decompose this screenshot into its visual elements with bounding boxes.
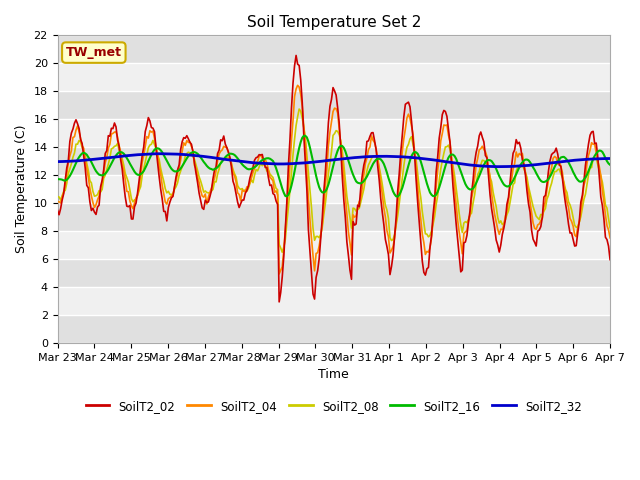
SoilT2_32 (494, 164, 502, 169)
SoilT2_16 (295, 145, 303, 151)
Bar (58, 147, 610, 175)
Line: SoilT2_08: SoilT2_08 (58, 109, 610, 252)
Bar (58, 259, 610, 287)
SoilT2_16 (54, 176, 61, 182)
SoilT2_16 (301, 133, 309, 139)
SoilT2_16 (394, 194, 401, 200)
SoilT2_04 (246, 180, 253, 186)
SoilT2_02 (298, 99, 306, 105)
SoilT2_04 (218, 147, 226, 153)
SoilT2_32 (238, 158, 246, 164)
SoilT2_08 (122, 170, 129, 176)
SoilT2_32 (297, 160, 305, 166)
SoilT2_04 (579, 196, 586, 202)
SoilT2_08 (298, 115, 306, 121)
SoilT2_04 (237, 198, 244, 204)
SoilT2_16 (237, 159, 244, 165)
Text: TW_met: TW_met (66, 46, 122, 59)
Bar (58, 287, 610, 315)
SoilT2_02 (275, 299, 283, 305)
SoilT2_16 (218, 158, 226, 164)
SoilT2_02 (246, 175, 253, 181)
SoilT2_04 (606, 235, 614, 241)
SoilT2_08 (606, 225, 614, 230)
SoilT2_04 (294, 83, 301, 88)
Bar (58, 203, 610, 231)
SoilT2_04 (54, 199, 61, 204)
SoilT2_32 (606, 156, 614, 161)
SoilT2_08 (278, 249, 286, 255)
Bar (58, 36, 610, 63)
Bar (58, 119, 610, 147)
Line: SoilT2_04: SoilT2_04 (58, 85, 610, 274)
Bar (58, 175, 610, 203)
SoilT2_02 (606, 257, 614, 263)
SoilT2_02 (292, 53, 300, 59)
SoilT2_32 (579, 156, 586, 162)
SoilT2_32 (248, 160, 255, 166)
SoilT2_08 (246, 180, 253, 186)
Bar (58, 315, 610, 343)
SoilT2_32 (220, 156, 228, 162)
SoilT2_32 (157, 151, 164, 156)
Line: SoilT2_16: SoilT2_16 (58, 136, 610, 197)
SoilT2_08 (579, 205, 586, 211)
SoilT2_04 (298, 104, 306, 109)
X-axis label: Time: Time (319, 368, 349, 381)
SoilT2_32 (54, 159, 61, 165)
SoilT2_16 (579, 179, 586, 184)
SoilT2_04 (122, 177, 129, 182)
SoilT2_32 (122, 153, 129, 159)
SoilT2_02 (54, 207, 61, 213)
SoilT2_16 (122, 153, 129, 158)
Legend: SoilT2_02, SoilT2_04, SoilT2_08, SoilT2_16, SoilT2_32: SoilT2_02, SoilT2_04, SoilT2_08, SoilT2_… (81, 395, 587, 417)
SoilT2_02 (237, 201, 244, 206)
SoilT2_08 (295, 106, 303, 112)
SoilT2_02 (122, 194, 129, 200)
SoilT2_08 (54, 194, 61, 200)
SoilT2_02 (218, 138, 226, 144)
SoilT2_02 (579, 192, 586, 198)
Line: SoilT2_02: SoilT2_02 (58, 56, 610, 302)
SoilT2_08 (218, 157, 226, 163)
SoilT2_08 (237, 187, 244, 192)
SoilT2_16 (246, 167, 253, 172)
Bar (58, 63, 610, 91)
Y-axis label: Soil Temperature (C): Soil Temperature (C) (15, 125, 28, 253)
Title: Soil Temperature Set 2: Soil Temperature Set 2 (246, 15, 421, 30)
Bar (58, 91, 610, 119)
SoilT2_16 (606, 162, 614, 168)
Line: SoilT2_32: SoilT2_32 (58, 154, 610, 167)
SoilT2_04 (275, 271, 283, 277)
Bar (58, 231, 610, 259)
